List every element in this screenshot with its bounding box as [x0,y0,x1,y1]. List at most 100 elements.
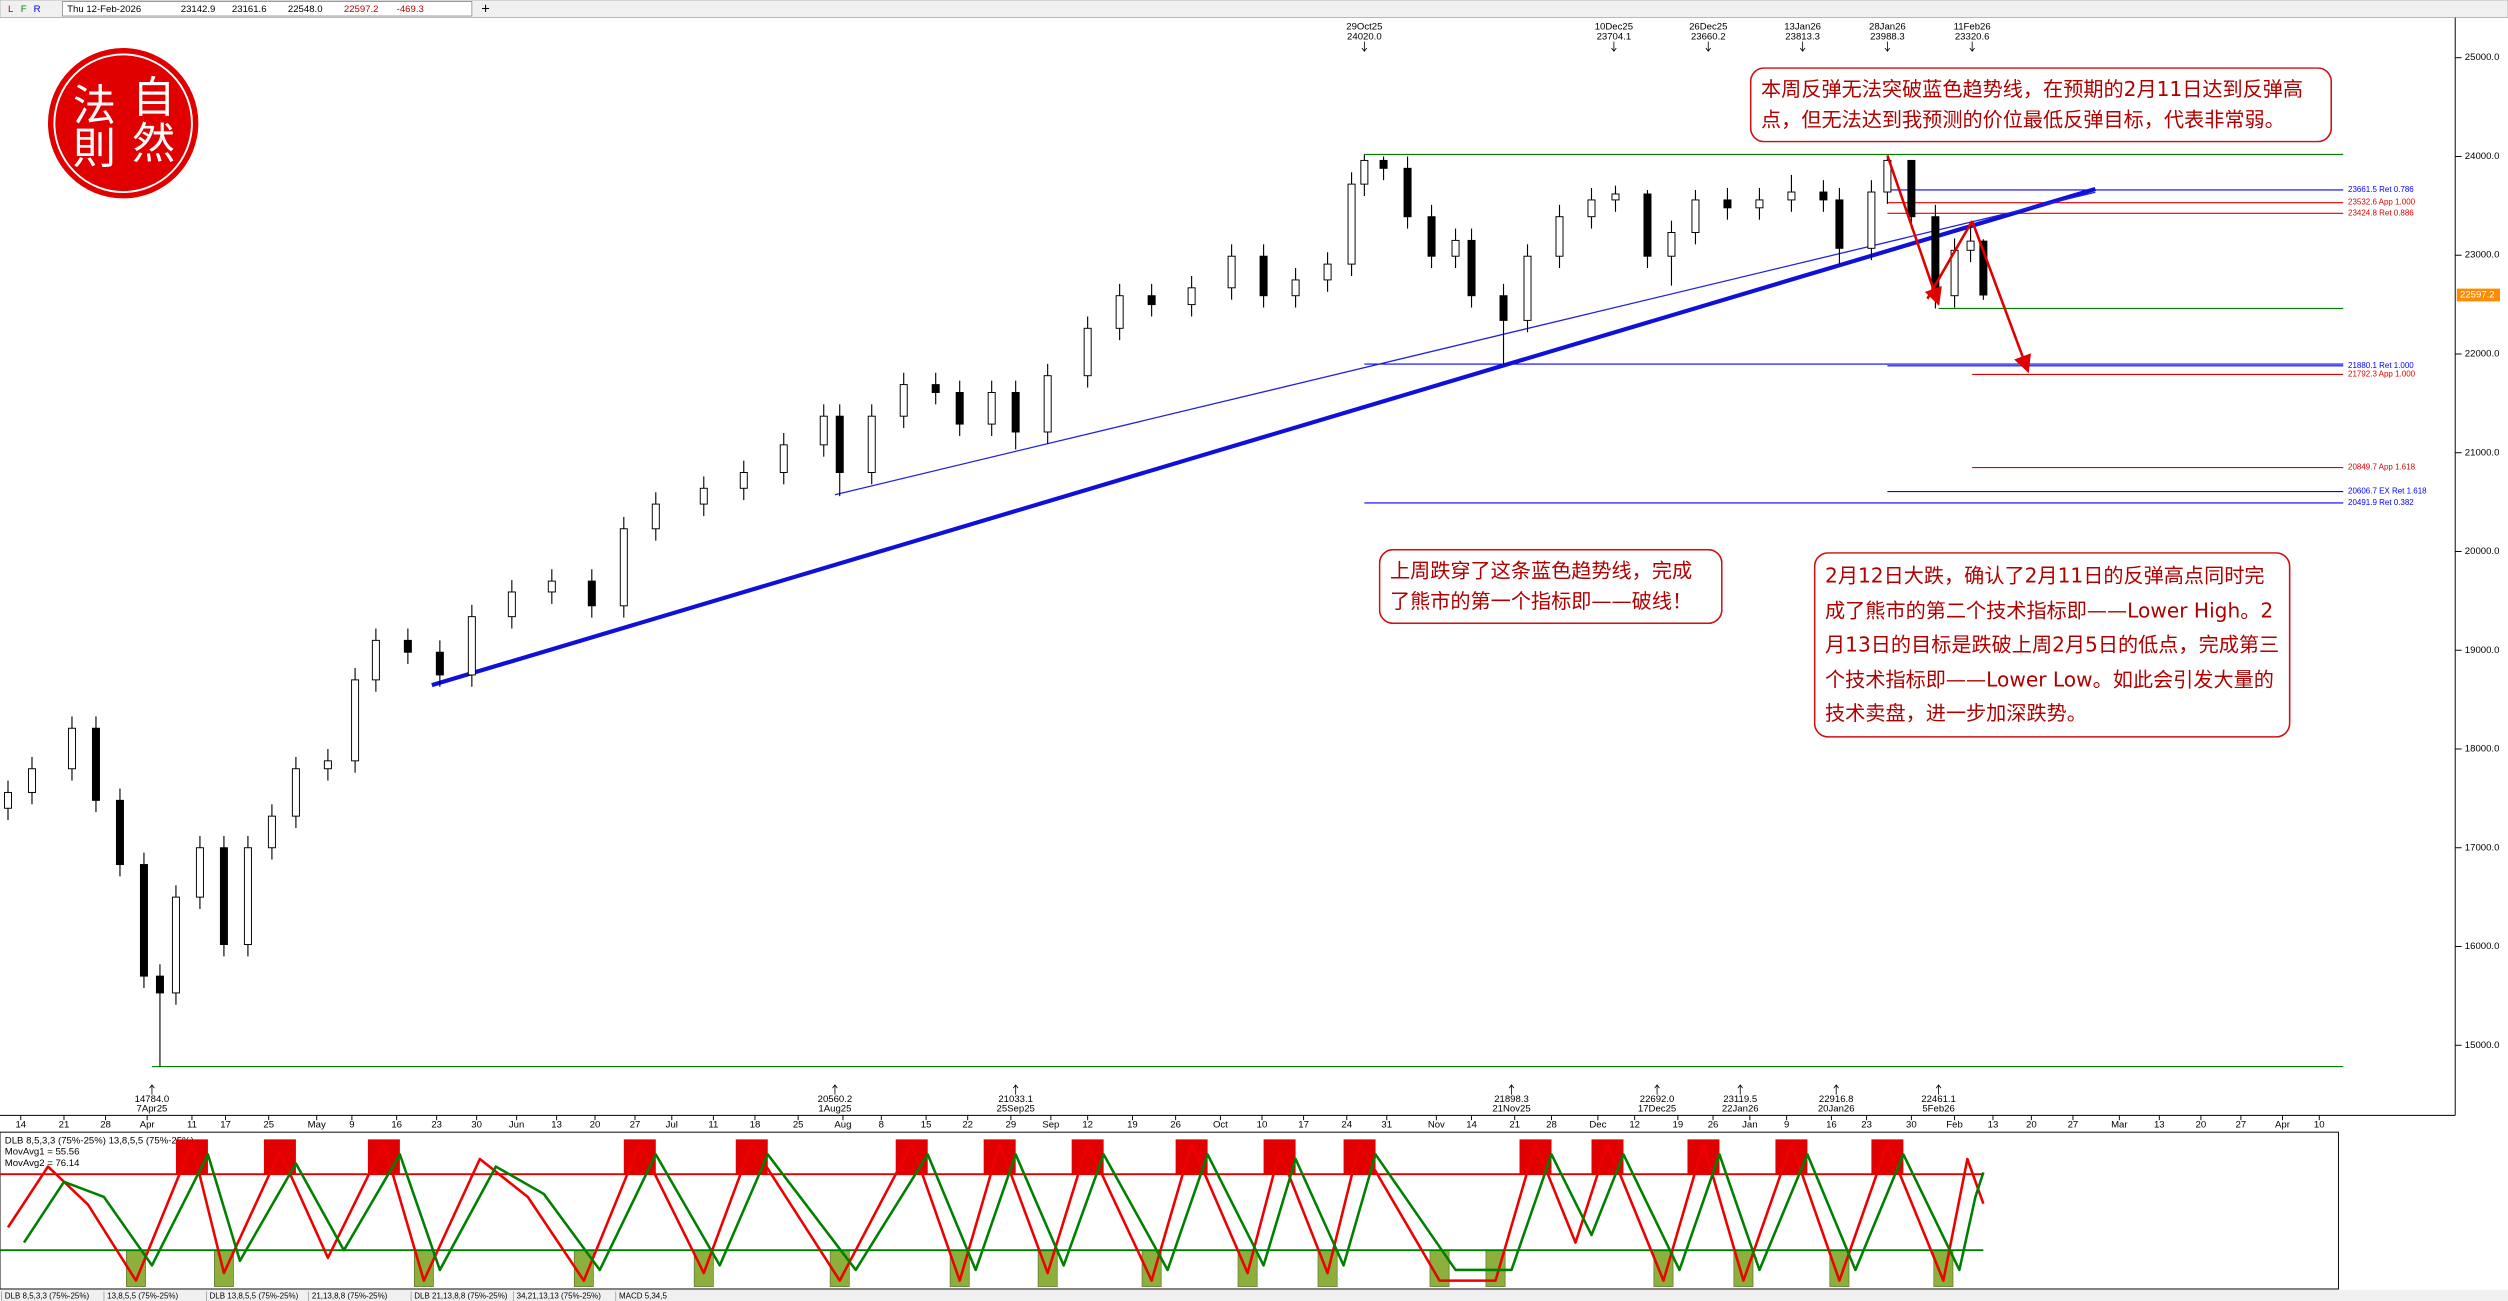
x-tick-label: Apr [2275,1120,2291,1131]
candle-body [1691,199,1700,233]
x-tick-label: 19 [1127,1120,1138,1131]
add-button[interactable]: + [481,1,489,17]
level-label: 20491.9 Ret 0.382 [2348,498,2414,507]
candle-body [435,651,444,676]
toolbar-button[interactable]: L [8,4,14,15]
callout-text: 本周反弹无法突破蓝色趋势线，在预期的2月11日达到反弹高点，但无法达到我预测的价… [1749,67,2333,143]
last-price-box [2456,288,2501,302]
x-tick-label: 19 [1673,1120,1684,1131]
candle-body [1147,295,1156,306]
candle-body [1835,199,1844,249]
x-tick-label: 12 [1082,1120,1093,1131]
candle-body [351,679,360,762]
candle-body [3,791,12,809]
candle-body [27,768,36,793]
candle-body [835,415,844,473]
extreme-date: 29Oct25 [1346,22,1382,33]
quote-change: -469.3 [397,4,424,15]
x-tick-label: 16 [1826,1120,1837,1131]
x-tick-label: 11 [708,1120,718,1131]
candle-body [1499,295,1508,321]
candle-body [1966,240,1975,251]
candle-body [547,580,556,593]
candle-body [1555,216,1564,257]
candle-body [323,760,332,770]
extreme-marker [1611,41,1617,52]
candle-body [1403,167,1412,218]
extreme-date: 5Feb26 [1922,1104,1954,1115]
candle-body [403,639,412,653]
extreme-date: 13Jan26 [1784,22,1821,33]
candle-body [1187,287,1196,306]
x-tick-label: Feb [1946,1120,1963,1131]
x-tick-label: 25 [263,1120,274,1131]
extreme-marker [832,1084,838,1095]
x-tick-label: Jun [509,1120,524,1131]
extreme-label: 14784.0 [135,1094,170,1105]
x-tick-label: 26 [1708,1120,1719,1131]
candle-body [1115,295,1124,329]
x-tick-label: Nov [1428,1120,1445,1131]
candle-body [1379,159,1388,169]
candle-body [1867,191,1876,249]
candle-body [1323,263,1332,281]
overbought-zone [263,1139,296,1175]
x-tick-label: 18 [750,1120,761,1131]
extreme-date: 7Apr25 [137,1104,168,1115]
x-tick-label: Jan [1742,1120,1757,1131]
y-tick-label: 15000.0 [2465,1040,2500,1051]
candle-body [115,799,124,866]
candle-body [899,384,908,417]
callout: 本周反弹无法突破蓝色趋势线，在预期的2月11日达到反弹高点，但无法达到我预测的价… [1749,67,2333,143]
candle-body [819,415,828,446]
candle-body [1523,255,1532,321]
extreme-marker [1361,41,1368,52]
x-tick-label: 28 [100,1120,111,1131]
x-tick-label: 20 [590,1120,601,1131]
candle-body [91,727,100,801]
level-label: 21792.3 App 1.000 [2348,370,2416,379]
y-tick-label: 25000.0 [2465,52,2500,63]
extreme-date: 10Dec25 [1595,22,1633,33]
logo-char: 法 [73,81,116,131]
y-tick-label: 17000.0 [2465,842,2500,853]
extreme-date: 26Dec25 [1689,22,1727,33]
oscillator-line [6,1142,1985,1282]
x-tick-label: 27 [2068,1120,2079,1131]
toolbar-button[interactable]: F [21,4,27,15]
candle-body [467,616,476,676]
toolbar-button[interactable]: R [34,4,41,15]
extreme-marker [1737,1084,1743,1095]
x-tick-label: Jul [666,1120,678,1131]
x-tick-label: 17 [1298,1120,1309,1131]
callout-text: 2月12日大跌，确认了2月11日的反弹高点同时完成了熊市的第二个技术指标即——L… [1813,552,2291,738]
candle-body [1907,159,1916,218]
candle-body [195,847,204,898]
x-tick-label: 23 [1861,1120,1872,1131]
extreme-label: 23320.6 [1955,31,1990,42]
extreme-date: 21Nov25 [1492,1104,1530,1115]
x-tick-label: 10 [2314,1120,2325,1131]
extreme-label: 23704.1 [1597,31,1632,42]
extreme-label: 23119.5 [1723,1094,1757,1105]
callout-text: 上周跌穿了这条蓝色趋势线，完成了熊市的第一个指标即——破线！ [1378,548,1723,625]
extreme-date: 25Sep25 [997,1104,1035,1115]
candle-body [1259,255,1268,297]
x-tick-label: 21 [59,1120,70,1131]
y-tick-label: 16000.0 [2465,941,2500,952]
level-label: 23532.6 App 1.000 [2348,198,2416,207]
candle-body [739,472,748,489]
extreme-label: 23660.2 [1691,31,1726,42]
candle-body [1723,199,1732,209]
logo-ring [53,53,193,193]
extreme-date: 20Jan26 [1818,1104,1855,1115]
status-tab: 13,8,5,5 (75%-25%) [107,1291,178,1300]
candle-body [243,847,252,946]
x-tick-label: 8 [879,1120,884,1131]
x-tick-label: 30 [471,1120,482,1131]
quote-close: 22597.2 [344,4,379,15]
candle-body [1083,327,1092,377]
extreme-marker [1012,1084,1019,1095]
extreme-date: 22Jan26 [1722,1104,1759,1115]
x-tick-label: 27 [630,1120,641,1131]
